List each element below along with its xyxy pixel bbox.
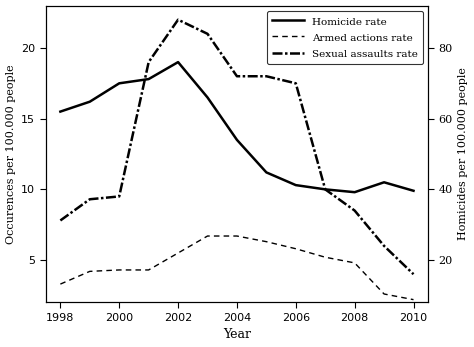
Homicide rate — [146, 77, 152, 81]
Sexual assaults rate — [264, 74, 269, 78]
Homicide rate — [234, 138, 240, 142]
Armed actions rate — [381, 292, 387, 296]
Homicide rate — [117, 81, 122, 85]
Line: Homicide rate: Homicide rate — [60, 62, 413, 192]
Armed actions rate — [57, 282, 63, 286]
Sexual assaults rate — [205, 32, 210, 36]
Armed actions rate — [352, 261, 357, 265]
Legend: Homicide rate, Armed actions rate, Sexual assaults rate: Homicide rate, Armed actions rate, Sexua… — [267, 11, 423, 64]
Armed actions rate — [293, 247, 299, 251]
Homicide rate — [175, 60, 181, 64]
Sexual assaults rate — [87, 197, 92, 201]
Armed actions rate — [146, 268, 152, 272]
Sexual assaults rate — [117, 194, 122, 198]
Homicide rate — [205, 95, 210, 100]
Y-axis label: Occurences per 100.000 people: Occurences per 100.000 people — [6, 64, 16, 244]
Homicide rate — [381, 180, 387, 184]
Homicide rate — [57, 110, 63, 114]
Sexual assaults rate — [352, 209, 357, 213]
Line: Armed actions rate: Armed actions rate — [60, 236, 413, 300]
Line: Sexual assaults rate: Sexual assaults rate — [60, 20, 413, 274]
Sexual assaults rate — [293, 81, 299, 85]
Armed actions rate — [410, 298, 416, 302]
Sexual assaults rate — [322, 187, 328, 192]
Armed actions rate — [322, 255, 328, 259]
Sexual assaults rate — [57, 218, 63, 222]
Homicide rate — [322, 187, 328, 192]
Homicide rate — [264, 170, 269, 175]
Y-axis label: Homicides per 100.000 people: Homicides per 100.000 people — [458, 68, 468, 240]
Armed actions rate — [117, 268, 122, 272]
Homicide rate — [293, 183, 299, 187]
X-axis label: Year: Year — [223, 329, 251, 341]
Sexual assaults rate — [381, 244, 387, 248]
Armed actions rate — [264, 239, 269, 244]
Sexual assaults rate — [234, 74, 240, 78]
Homicide rate — [87, 100, 92, 104]
Armed actions rate — [87, 269, 92, 273]
Homicide rate — [352, 190, 357, 194]
Homicide rate — [410, 189, 416, 193]
Sexual assaults rate — [410, 272, 416, 276]
Sexual assaults rate — [146, 60, 152, 64]
Armed actions rate — [175, 251, 181, 255]
Armed actions rate — [234, 234, 240, 238]
Sexual assaults rate — [175, 18, 181, 22]
Armed actions rate — [205, 234, 210, 238]
